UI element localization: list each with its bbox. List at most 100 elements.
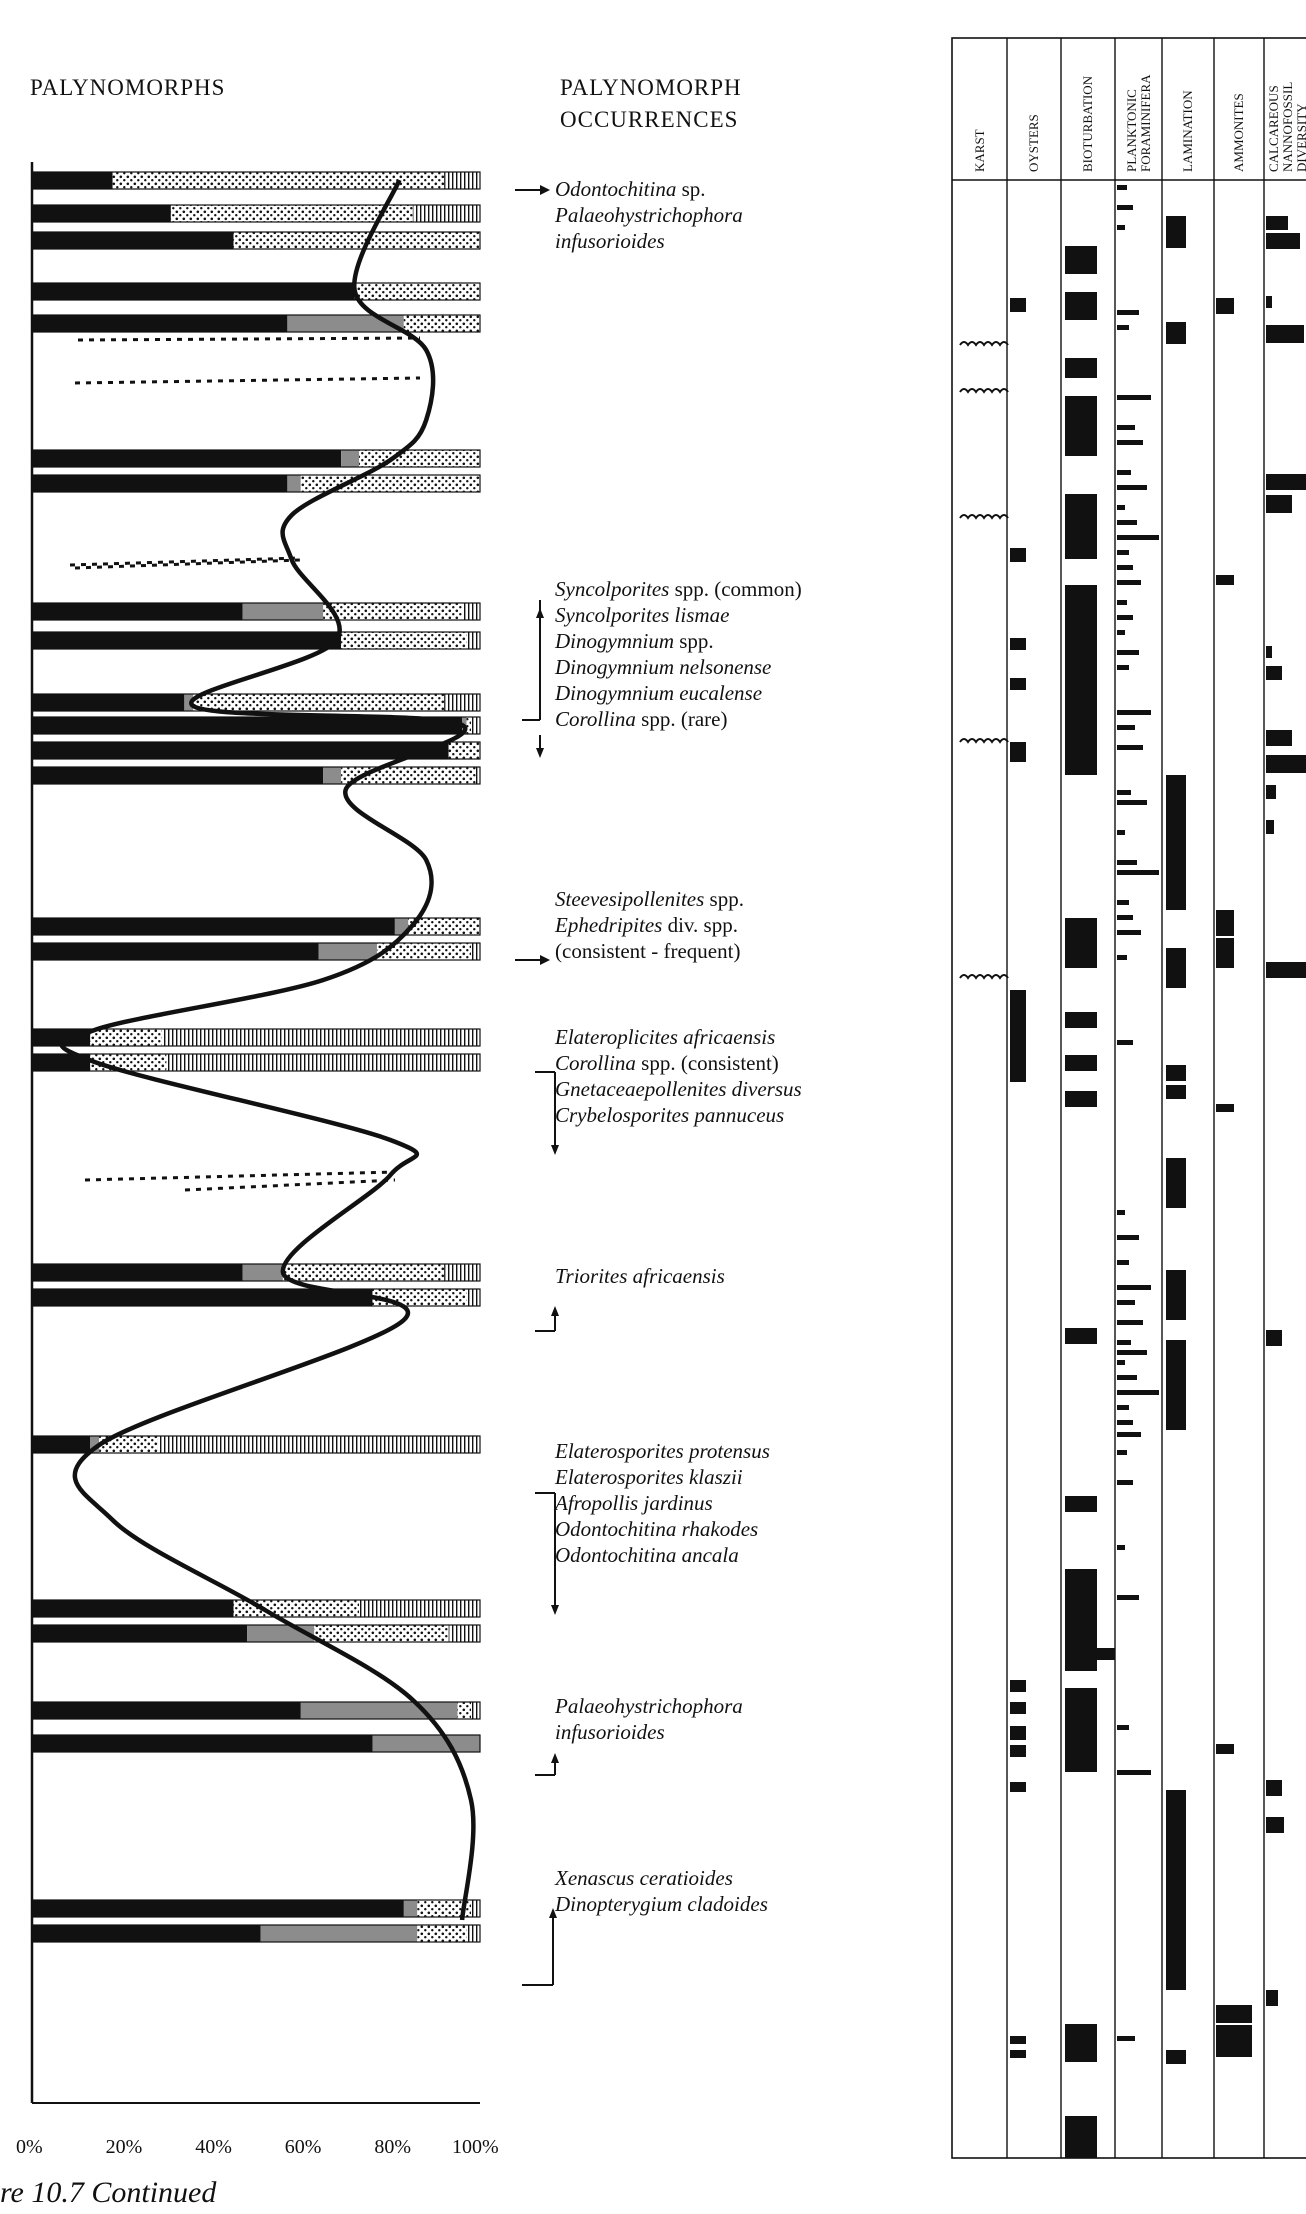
column-header-ammonites: AMMONITES — [1231, 93, 1246, 172]
foraminifera-tick — [1117, 1350, 1147, 1355]
taxon-name: Gnetaceaepollenites diversus — [555, 1077, 802, 1101]
bar-segment-black — [32, 475, 288, 492]
oyster-bar — [1010, 1782, 1026, 1792]
foraminifera-tick — [1117, 580, 1141, 585]
bar-outline — [31, 449, 481, 468]
bar-segment-black — [32, 1600, 234, 1617]
karst-mark — [959, 514, 1009, 520]
foraminifera-tick — [1117, 1432, 1141, 1437]
taxon-name: infusorioides — [555, 229, 665, 253]
sample-bar — [31, 1599, 481, 1618]
foraminifera-tick — [1117, 225, 1125, 230]
bar-segment-black — [32, 283, 355, 300]
bar-segment-black — [32, 1900, 404, 1917]
bar-segment-black — [32, 918, 395, 935]
foraminifera-tick — [1117, 650, 1139, 655]
bioturbation-bar — [1065, 1569, 1097, 1591]
foraminifera-tick — [1117, 310, 1139, 315]
sample-bar — [31, 1263, 481, 1282]
oyster-bar — [1010, 1702, 1026, 1714]
sample-bar — [31, 602, 481, 621]
bioturbation-bar — [1065, 396, 1097, 456]
arrow-head — [536, 748, 544, 758]
occurrence-brackets — [515, 185, 559, 1986]
gap-dash-line — [184, 1178, 396, 1192]
sample-bar — [31, 1899, 481, 1918]
bar-segment-stippled — [359, 450, 480, 467]
taxon-name: Dinogymnium — [555, 629, 674, 653]
foraminifera-tick — [1117, 710, 1151, 715]
lamination-bar — [1166, 2050, 1186, 2064]
oyster-bar — [1010, 1726, 1026, 1740]
occurrences-header: PALYNOMORPH OCCURRENCES — [560, 72, 742, 136]
occurrence-line: Dinogymnium eucalense — [555, 680, 885, 706]
occurrence-group: Palaeohystrichophora infusorioides — [555, 1693, 885, 1745]
bar-segment-stippled — [282, 1264, 445, 1281]
bar-segment-grey — [184, 694, 194, 711]
x-tick-label: 0% — [16, 2136, 43, 2158]
foraminifera-tick — [1117, 790, 1131, 795]
foraminifera-tick — [1117, 1320, 1143, 1325]
nannofossil-bar — [1266, 666, 1282, 680]
bioturbation-bar — [1065, 1328, 1097, 1344]
taxon-name: Elateroplicites africaensis — [555, 1025, 776, 1049]
bar-segment-grey — [242, 603, 324, 620]
bar-segment-black — [32, 1289, 373, 1306]
bar-segment-striped — [471, 1900, 480, 1917]
bar-segment-stippled — [341, 632, 467, 649]
lamination-bar — [1166, 322, 1186, 344]
bar-segment-black — [32, 694, 185, 711]
occurrence-note: spp. (common) — [669, 577, 802, 601]
foraminifera-tick — [1117, 830, 1125, 835]
sample-bar — [31, 1435, 481, 1454]
bar-outline — [31, 741, 481, 760]
sample-bar — [31, 1701, 481, 1720]
bar-segment-stippled — [376, 943, 472, 960]
foraminifera-tick — [1117, 425, 1135, 430]
taxon-name: Syncolporites lismae — [555, 603, 730, 627]
taxon-name: Corollina — [555, 1051, 636, 1075]
sample-bar — [31, 1028, 481, 1047]
bar-segment-black — [32, 632, 342, 649]
bar-segment-striped — [475, 767, 480, 784]
arrow-head — [551, 1306, 559, 1316]
bar-segment-striped — [161, 1029, 481, 1046]
foraminifera-tick — [1117, 1040, 1133, 1045]
bar-segment-striped — [471, 1702, 480, 1719]
taxon-name: Odontochitina — [555, 177, 677, 201]
column-header-lamination: LAMINATION — [1180, 90, 1195, 172]
taxon-name: Steevesipollenites — [555, 887, 705, 911]
gap-dash-line — [77, 336, 421, 342]
sample-bar — [31, 741, 481, 760]
occurrence-line: Syncolporites spp. (common) — [555, 576, 885, 602]
bar-segment-stippled — [448, 742, 480, 759]
foraminifera-tick — [1117, 565, 1133, 570]
sample-bar — [31, 1053, 481, 1072]
foraminifera-tick — [1117, 2036, 1135, 2041]
foraminifera-tick — [1117, 395, 1151, 400]
foraminifera-tick — [1117, 665, 1129, 670]
bar-outline — [31, 1734, 481, 1753]
sample-bar — [31, 231, 481, 250]
ammonite-bar — [1216, 1104, 1234, 1112]
bar-segment-striped — [157, 1436, 480, 1453]
bar-segment-black — [32, 232, 234, 249]
nannofossil-bar — [1266, 820, 1274, 834]
sedimentary-log — [951, 37, 1306, 2159]
bar-segment-black — [32, 1264, 243, 1281]
taxon-name: Elaterosporites klaszii — [555, 1465, 743, 1489]
occurrence-line: Dinogymnium nelsonense — [555, 654, 885, 680]
occurrence-line: Dinogymnium spp. — [555, 628, 885, 654]
taxon-name: Triorites africaensis — [555, 1264, 725, 1288]
occurrence-line: Xenascus ceratioides — [555, 1865, 885, 1891]
occurrence-group: Xenascus ceratioides Dinopterygium cladoi… — [555, 1865, 885, 1917]
ammonite-bar — [1216, 2045, 1252, 2057]
sample-bar — [31, 766, 481, 785]
bar-segment-stippled — [403, 315, 480, 332]
foraminifera-tick — [1117, 915, 1133, 920]
taxon-name: Palaeohystrichophora — [555, 203, 743, 227]
bioturbation-bar — [1065, 358, 1097, 378]
lamination-bar — [1166, 1790, 1186, 1990]
bar-segment-grey — [323, 767, 342, 784]
bar-segment-grey — [300, 1702, 458, 1719]
